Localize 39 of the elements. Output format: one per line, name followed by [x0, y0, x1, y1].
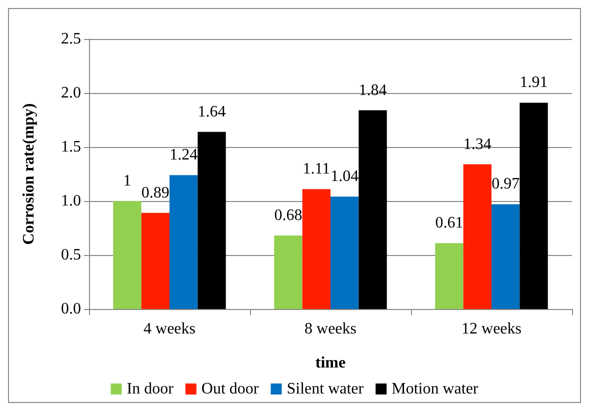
- data-label: 1.34: [463, 136, 492, 153]
- bar: [113, 201, 142, 309]
- bar: [330, 196, 359, 309]
- y-tick-label: 1.0: [61, 192, 81, 210]
- data-label: 0.68: [274, 207, 302, 224]
- data-label: 0.97: [492, 176, 520, 193]
- data-label: 1: [123, 172, 132, 190]
- y-tick-label: 1.5: [61, 138, 81, 156]
- bar: [463, 164, 492, 309]
- legend-label: Motion water: [392, 380, 479, 398]
- data-label: 0.89: [141, 184, 170, 202]
- bar: [141, 212, 170, 309]
- legend-label: Out door: [201, 380, 260, 398]
- x-tick-label: 8 weeks: [304, 320, 356, 338]
- data-label: 1.24: [170, 146, 198, 164]
- y-tick-label: 2.5: [61, 30, 81, 48]
- bar: [435, 243, 464, 309]
- bar: [170, 175, 198, 309]
- data-label: 1.84: [358, 82, 387, 99]
- legend-label: Silent water: [286, 380, 364, 398]
- bar: [492, 204, 520, 309]
- x-tick-label: 12 weeks: [462, 320, 522, 338]
- y-tick-label: 2.0: [61, 84, 81, 102]
- y-tick-label: 0.5: [61, 246, 81, 264]
- bar: [520, 102, 548, 309]
- legend-label: In door: [126, 380, 174, 398]
- bar: [274, 236, 302, 309]
- bar: [358, 110, 387, 309]
- bar: [198, 132, 226, 309]
- x-tick-label: 4 weeks: [144, 320, 196, 338]
- data-label: 1.64: [198, 103, 226, 120]
- bar: [302, 189, 330, 309]
- y-axis-title: Corrosion rate(mpy): [20, 103, 38, 245]
- data-label: 0.61: [435, 214, 464, 232]
- data-label: 1.04: [330, 168, 359, 186]
- data-label: 1.11: [302, 160, 330, 178]
- x-axis-title: time: [315, 354, 346, 372]
- y-tick-label: 0.0: [61, 300, 81, 318]
- data-label: 1.91: [520, 74, 548, 92]
